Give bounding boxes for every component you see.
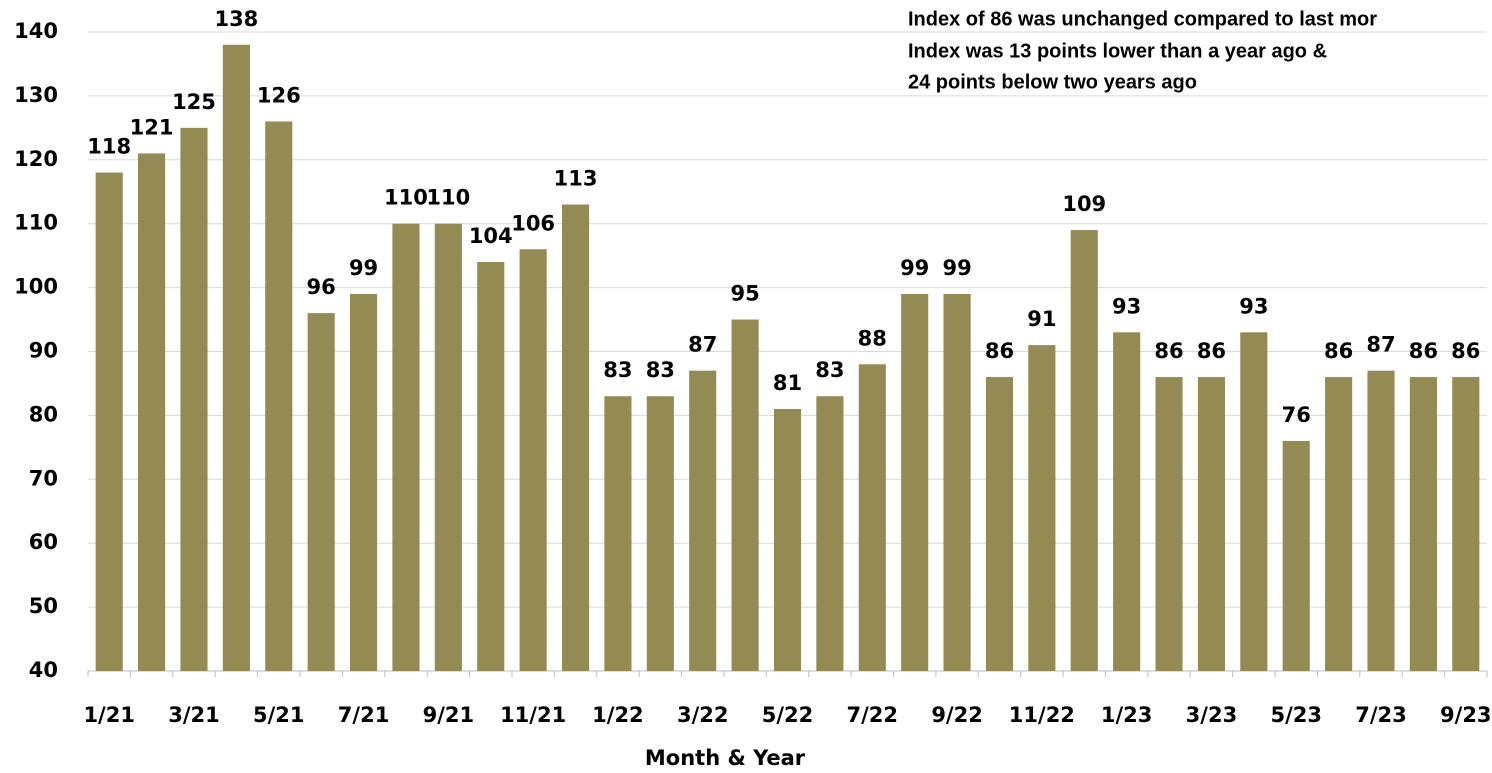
data-label: 87: [688, 333, 717, 357]
data-label: 88: [858, 326, 887, 350]
bar: [689, 370, 717, 671]
data-label: 93: [1112, 294, 1141, 318]
x-tick-label: 9/23: [1440, 703, 1492, 727]
x-tick-label: 5/22: [762, 703, 814, 727]
data-label: 93: [1239, 294, 1268, 318]
y-tick-label: 90: [29, 339, 58, 363]
bar: [943, 293, 971, 671]
data-label: 95: [730, 282, 759, 306]
data-label: 113: [554, 167, 598, 191]
y-tick-label: 70: [29, 466, 58, 490]
bar: [265, 121, 293, 671]
bar: [1113, 332, 1141, 671]
bar: [349, 293, 378, 671]
x-tick-label: 7/23: [1355, 703, 1407, 727]
x-tick-label: 5/23: [1270, 703, 1322, 727]
bar: [222, 44, 250, 671]
bar: [1240, 332, 1268, 671]
data-label: 96: [307, 275, 336, 299]
bar: [138, 153, 166, 671]
bar: [307, 313, 335, 671]
y-tick-label: 140: [14, 19, 58, 43]
data-label: 109: [1062, 192, 1106, 216]
data-label: 91: [1027, 307, 1056, 331]
data-label: 99: [942, 256, 971, 280]
y-tick-label: 80: [29, 402, 58, 426]
data-label: 99: [349, 256, 378, 280]
bar: [1155, 377, 1183, 671]
data-label: 86: [1451, 339, 1480, 363]
bar: [1452, 377, 1480, 671]
data-label: 87: [1366, 333, 1395, 357]
data-label: 126: [257, 83, 301, 107]
bar: [561, 204, 590, 671]
data-label: 86: [985, 339, 1014, 363]
x-axis-label: Month & Year: [645, 746, 806, 770]
data-label: 104: [469, 224, 513, 248]
data-label: 86: [1409, 339, 1438, 363]
data-label: 125: [172, 90, 216, 114]
bar: [1367, 370, 1395, 671]
data-label: 121: [130, 115, 174, 139]
y-tick-label: 50: [29, 594, 58, 618]
bar: [519, 249, 547, 671]
data-label: 83: [603, 358, 632, 382]
bar: [1197, 377, 1226, 671]
x-tick-label: 3/21: [168, 703, 220, 727]
bar: [180, 127, 208, 672]
bar: [1325, 377, 1353, 671]
x-tick-label: 7/21: [338, 703, 390, 727]
x-tick-label: 9/22: [931, 703, 983, 727]
bar: [604, 396, 632, 671]
data-label: 83: [815, 358, 844, 382]
bar: [1282, 440, 1310, 671]
bar: [773, 409, 802, 671]
bar: [731, 319, 759, 671]
data-label: 81: [773, 371, 802, 395]
data-label: 76: [1282, 403, 1311, 427]
x-tick-label: 3/23: [1186, 703, 1238, 727]
y-tick-label: 120: [14, 147, 58, 171]
bar: [816, 396, 844, 671]
data-label: 99: [900, 256, 929, 280]
data-label: 86: [1197, 339, 1226, 363]
x-tick-label: 3/22: [677, 703, 729, 727]
data-label: 86: [1154, 339, 1183, 363]
bar: [1070, 230, 1098, 671]
bar: [646, 396, 674, 671]
y-tick-label: 100: [14, 275, 58, 299]
x-tick-label: 1/21: [83, 703, 135, 727]
bar: [392, 223, 420, 671]
x-tick-label: 5/21: [253, 703, 305, 727]
data-label: 110: [384, 186, 428, 210]
bar: [95, 172, 123, 671]
y-tick-label: 110: [14, 211, 58, 235]
x-tick-label: 11/22: [1009, 703, 1075, 727]
data-label: 118: [87, 135, 131, 159]
bar: [1409, 377, 1437, 671]
data-label: 110: [426, 186, 470, 210]
bar: [985, 377, 1014, 671]
annotation: Index of 86 was unchanged compared to la…: [908, 8, 1377, 30]
y-tick-label: 40: [29, 658, 58, 682]
bar: [434, 223, 462, 671]
data-label: 106: [511, 211, 555, 235]
bar: [901, 293, 929, 671]
x-tick-label: 1/23: [1101, 703, 1153, 727]
y-tick-label: 130: [14, 83, 58, 107]
data-label: 86: [1324, 339, 1353, 363]
data-label: 83: [646, 358, 675, 382]
x-tick-label: 9/21: [423, 703, 475, 727]
bar: [477, 262, 505, 671]
x-tick-label: 1/22: [592, 703, 644, 727]
bar: [858, 364, 886, 671]
x-tick-label: 7/22: [847, 703, 899, 727]
annotation: 24 points below two years ago: [908, 71, 1197, 93]
annotation: Index was 13 points lower than a year ag…: [908, 40, 1327, 62]
y-tick-label: 60: [29, 530, 58, 554]
x-tick-label: 11/21: [500, 703, 566, 727]
data-label: 138: [214, 7, 258, 31]
bar: [1028, 345, 1056, 671]
